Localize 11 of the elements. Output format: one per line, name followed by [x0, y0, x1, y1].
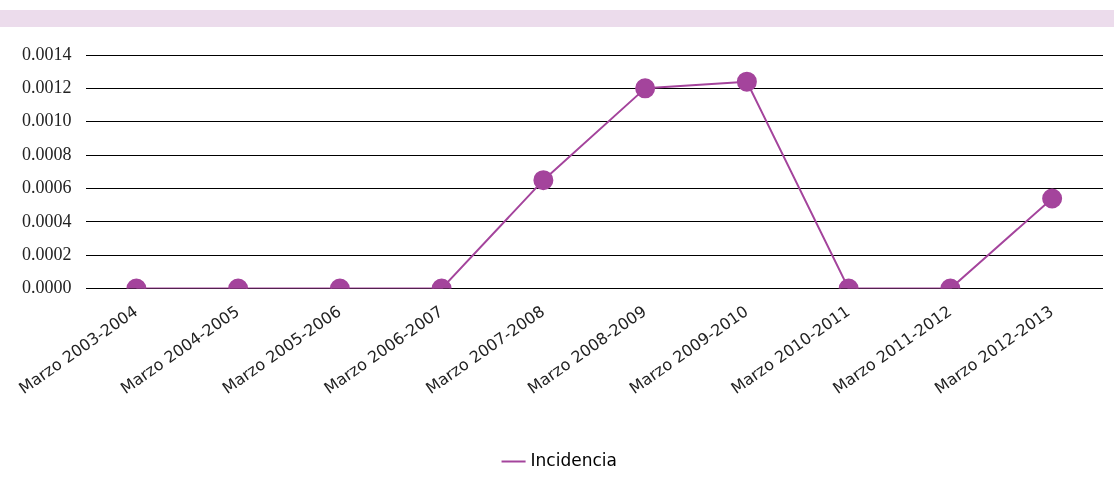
- y-tick-label: 0.0012: [22, 77, 72, 98]
- y-tick-label: 0.0010: [22, 110, 72, 131]
- y-tick-label: 0.0002: [22, 243, 72, 264]
- y-tick-label: 0.0008: [22, 143, 72, 164]
- y-tick-label: 0.0004: [22, 210, 72, 231]
- y-tick-label: 0.0006: [22, 177, 72, 198]
- y-tick-label: 0.0014: [22, 43, 72, 64]
- y-tick-label: 0.0000: [22, 277, 72, 298]
- point: [635, 78, 656, 99]
- point: [736, 71, 757, 92]
- legend-label: Incidencia: [530, 449, 617, 470]
